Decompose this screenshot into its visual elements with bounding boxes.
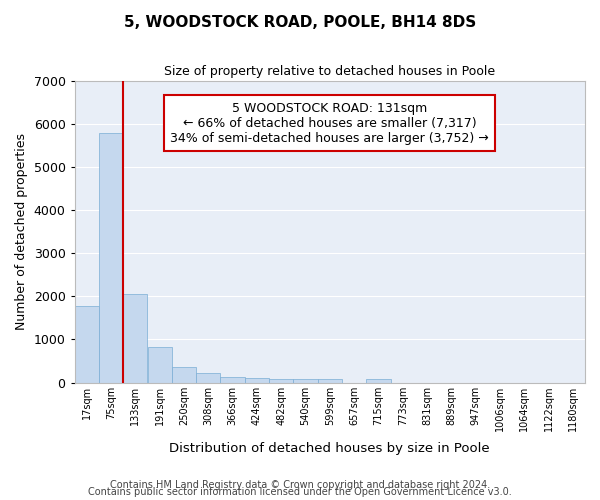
Bar [317, 379, 342, 382]
Bar [220, 378, 245, 382]
Text: 5 WOODSTOCK ROAD: 131sqm
← 66% of detached houses are smaller (7,317)
34% of sem: 5 WOODSTOCK ROAD: 131sqm ← 66% of detach… [170, 102, 489, 144]
Bar [196, 372, 220, 382]
Bar [293, 379, 317, 382]
Bar [245, 378, 269, 382]
Bar [148, 347, 172, 382]
Y-axis label: Number of detached properties: Number of detached properties [15, 133, 28, 330]
Bar [74, 306, 99, 382]
Bar [366, 380, 391, 382]
Text: Contains HM Land Registry data © Crown copyright and database right 2024.: Contains HM Land Registry data © Crown c… [110, 480, 490, 490]
Text: Contains public sector information licensed under the Open Government Licence v3: Contains public sector information licen… [88, 487, 512, 497]
Bar [269, 378, 293, 382]
Title: Size of property relative to detached houses in Poole: Size of property relative to detached ho… [164, 65, 496, 78]
X-axis label: Distribution of detached houses by size in Poole: Distribution of detached houses by size … [169, 442, 490, 455]
Bar [172, 366, 196, 382]
Text: 5, WOODSTOCK ROAD, POOLE, BH14 8DS: 5, WOODSTOCK ROAD, POOLE, BH14 8DS [124, 15, 476, 30]
Bar [123, 294, 148, 382]
Bar [99, 133, 123, 382]
